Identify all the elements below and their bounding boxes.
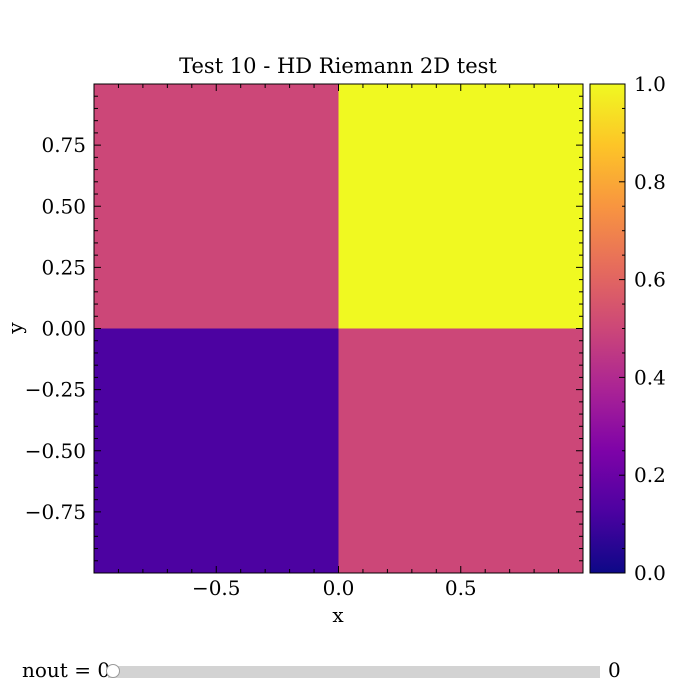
heatmap-region — [94, 328, 339, 573]
heatmap-cells — [94, 84, 583, 573]
y-tick-label: 0.75 — [41, 133, 86, 157]
nout-slider-label: nout = 0 — [22, 658, 111, 682]
x-axis-label: x — [332, 603, 344, 627]
x-tick-label: 0.0 — [323, 576, 355, 600]
y-tick-label: 0.25 — [41, 255, 86, 279]
colorbar-tick-label: 0.4 — [634, 365, 666, 389]
chart-title: Test 10 - HD Riemann 2D test — [179, 54, 497, 78]
colorbar-tick-label: 0.2 — [634, 463, 666, 487]
colorbar-tick-label: 0.8 — [634, 170, 666, 194]
axis-ticks — [94, 84, 583, 573]
nout-slider-value: 0 — [608, 658, 621, 682]
colorbar — [589, 83, 626, 574]
colorbar-tick-label: 0.6 — [634, 268, 666, 292]
colorbar-tick-label: 1.0 — [634, 72, 666, 96]
y-tick-label: −0.50 — [25, 439, 86, 463]
x-tick-label: 0.5 — [445, 576, 477, 600]
colorbar-tick-label: 0.0 — [634, 561, 666, 585]
y-tick-labels: −0.75 −0.50 −0.25 0.00 0.25 0.50 0.75 — [25, 133, 86, 524]
heatmap-figure: Test 10 - HD Riemann 2D test −0.5 0.0 0.5 … — [3, 54, 666, 627]
heatmap-region — [338, 328, 583, 573]
nout-slider-track[interactable] — [106, 664, 600, 678]
y-tick-label: 0.00 — [41, 317, 86, 341]
x-tick-labels: −0.5 0.0 0.5 — [192, 576, 477, 600]
y-axis-label: y — [3, 322, 27, 335]
heatmap-region — [338, 84, 583, 329]
y-tick-label: 0.50 — [41, 194, 86, 218]
x-tick-label: −0.5 — [192, 576, 241, 600]
nout-slider-handle[interactable] — [106, 664, 120, 678]
heatmap-region — [94, 84, 339, 329]
colorbar-ticks: 0.0 0.2 0.4 0.6 0.8 1.0 — [619, 72, 666, 585]
y-tick-label: −0.25 — [25, 378, 86, 402]
nout-slider-row: nout = 0 0 — [0, 650, 700, 690]
y-tick-label: −0.75 — [25, 500, 86, 524]
